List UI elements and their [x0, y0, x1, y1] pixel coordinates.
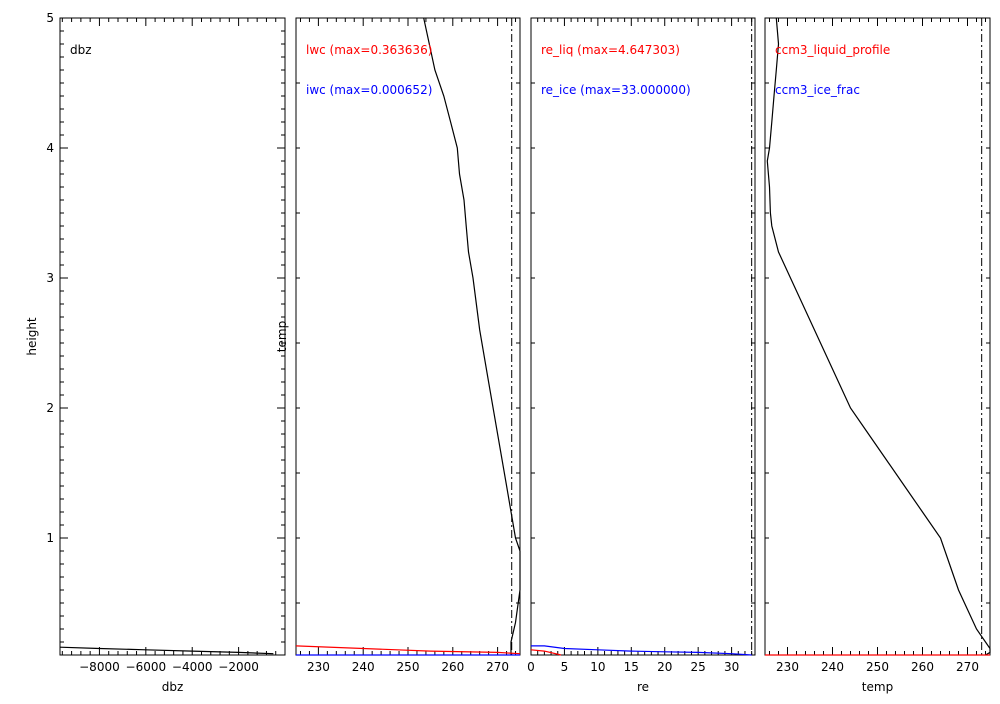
- x-axis-label: temp: [862, 680, 893, 694]
- x-tick-label: 15: [624, 660, 639, 674]
- legend-entry: re_ice (max=33.000000): [541, 83, 691, 97]
- x-tick-label: 20: [657, 660, 672, 674]
- x-tick-label: 5: [561, 660, 569, 674]
- series-line: [531, 645, 752, 656]
- legend-entry: re_liq (max=4.647303): [541, 43, 680, 57]
- x-tick-label: −2000: [218, 660, 259, 674]
- series-line: [59, 646, 274, 655]
- legend-entry: lwc (max=0.363636): [306, 43, 432, 57]
- y-tick-label: 1: [46, 531, 54, 545]
- panel-3-frame: [530, 17, 756, 656]
- panel-2-frame: [295, 17, 521, 656]
- y-axis-label: temp: [275, 321, 289, 352]
- x-tick-label: 260: [911, 660, 934, 674]
- x-tick-label: 30: [724, 660, 739, 674]
- x-tick-label: 10: [590, 660, 605, 674]
- x-tick-label: 250: [397, 660, 420, 674]
- x-tick-label: 260: [441, 660, 464, 674]
- x-tick-label: 0: [527, 660, 535, 674]
- series-line: [766, 17, 991, 656]
- x-tick-label: 250: [866, 660, 889, 674]
- x-tick-label: 230: [776, 660, 799, 674]
- y-tick-label: 5: [46, 11, 54, 25]
- x-tick-label: 230: [307, 660, 330, 674]
- x-tick-label: −6000: [126, 660, 167, 674]
- x-tick-label: 270: [486, 660, 509, 674]
- x-tick-label: 240: [352, 660, 375, 674]
- y-tick-label: 3: [46, 271, 54, 285]
- panel-4-frame: [764, 17, 991, 656]
- x-tick-label: −8000: [79, 660, 120, 674]
- x-axis-label: dbz: [162, 680, 184, 694]
- x-tick-label: 270: [956, 660, 979, 674]
- y-tick-label: 2: [46, 401, 54, 415]
- legend-entry: iwc (max=0.000652): [306, 83, 432, 97]
- x-tick-label: 240: [821, 660, 844, 674]
- series-line: [423, 17, 521, 655]
- y-tick-label: 4: [46, 141, 54, 155]
- x-tick-label: −4000: [172, 660, 213, 674]
- x-axis-label: re: [637, 680, 649, 694]
- panel-1-frame: [59, 17, 286, 656]
- series-line: [295, 645, 521, 655]
- y-axis-label: height: [25, 317, 39, 356]
- series-line: [530, 649, 562, 656]
- legend-entry: ccm3_liquid_profile: [775, 43, 890, 57]
- legend-entry: dbz: [70, 43, 92, 57]
- legend-entry: ccm3_ice_frac: [775, 83, 860, 97]
- x-tick-label: 25: [691, 660, 706, 674]
